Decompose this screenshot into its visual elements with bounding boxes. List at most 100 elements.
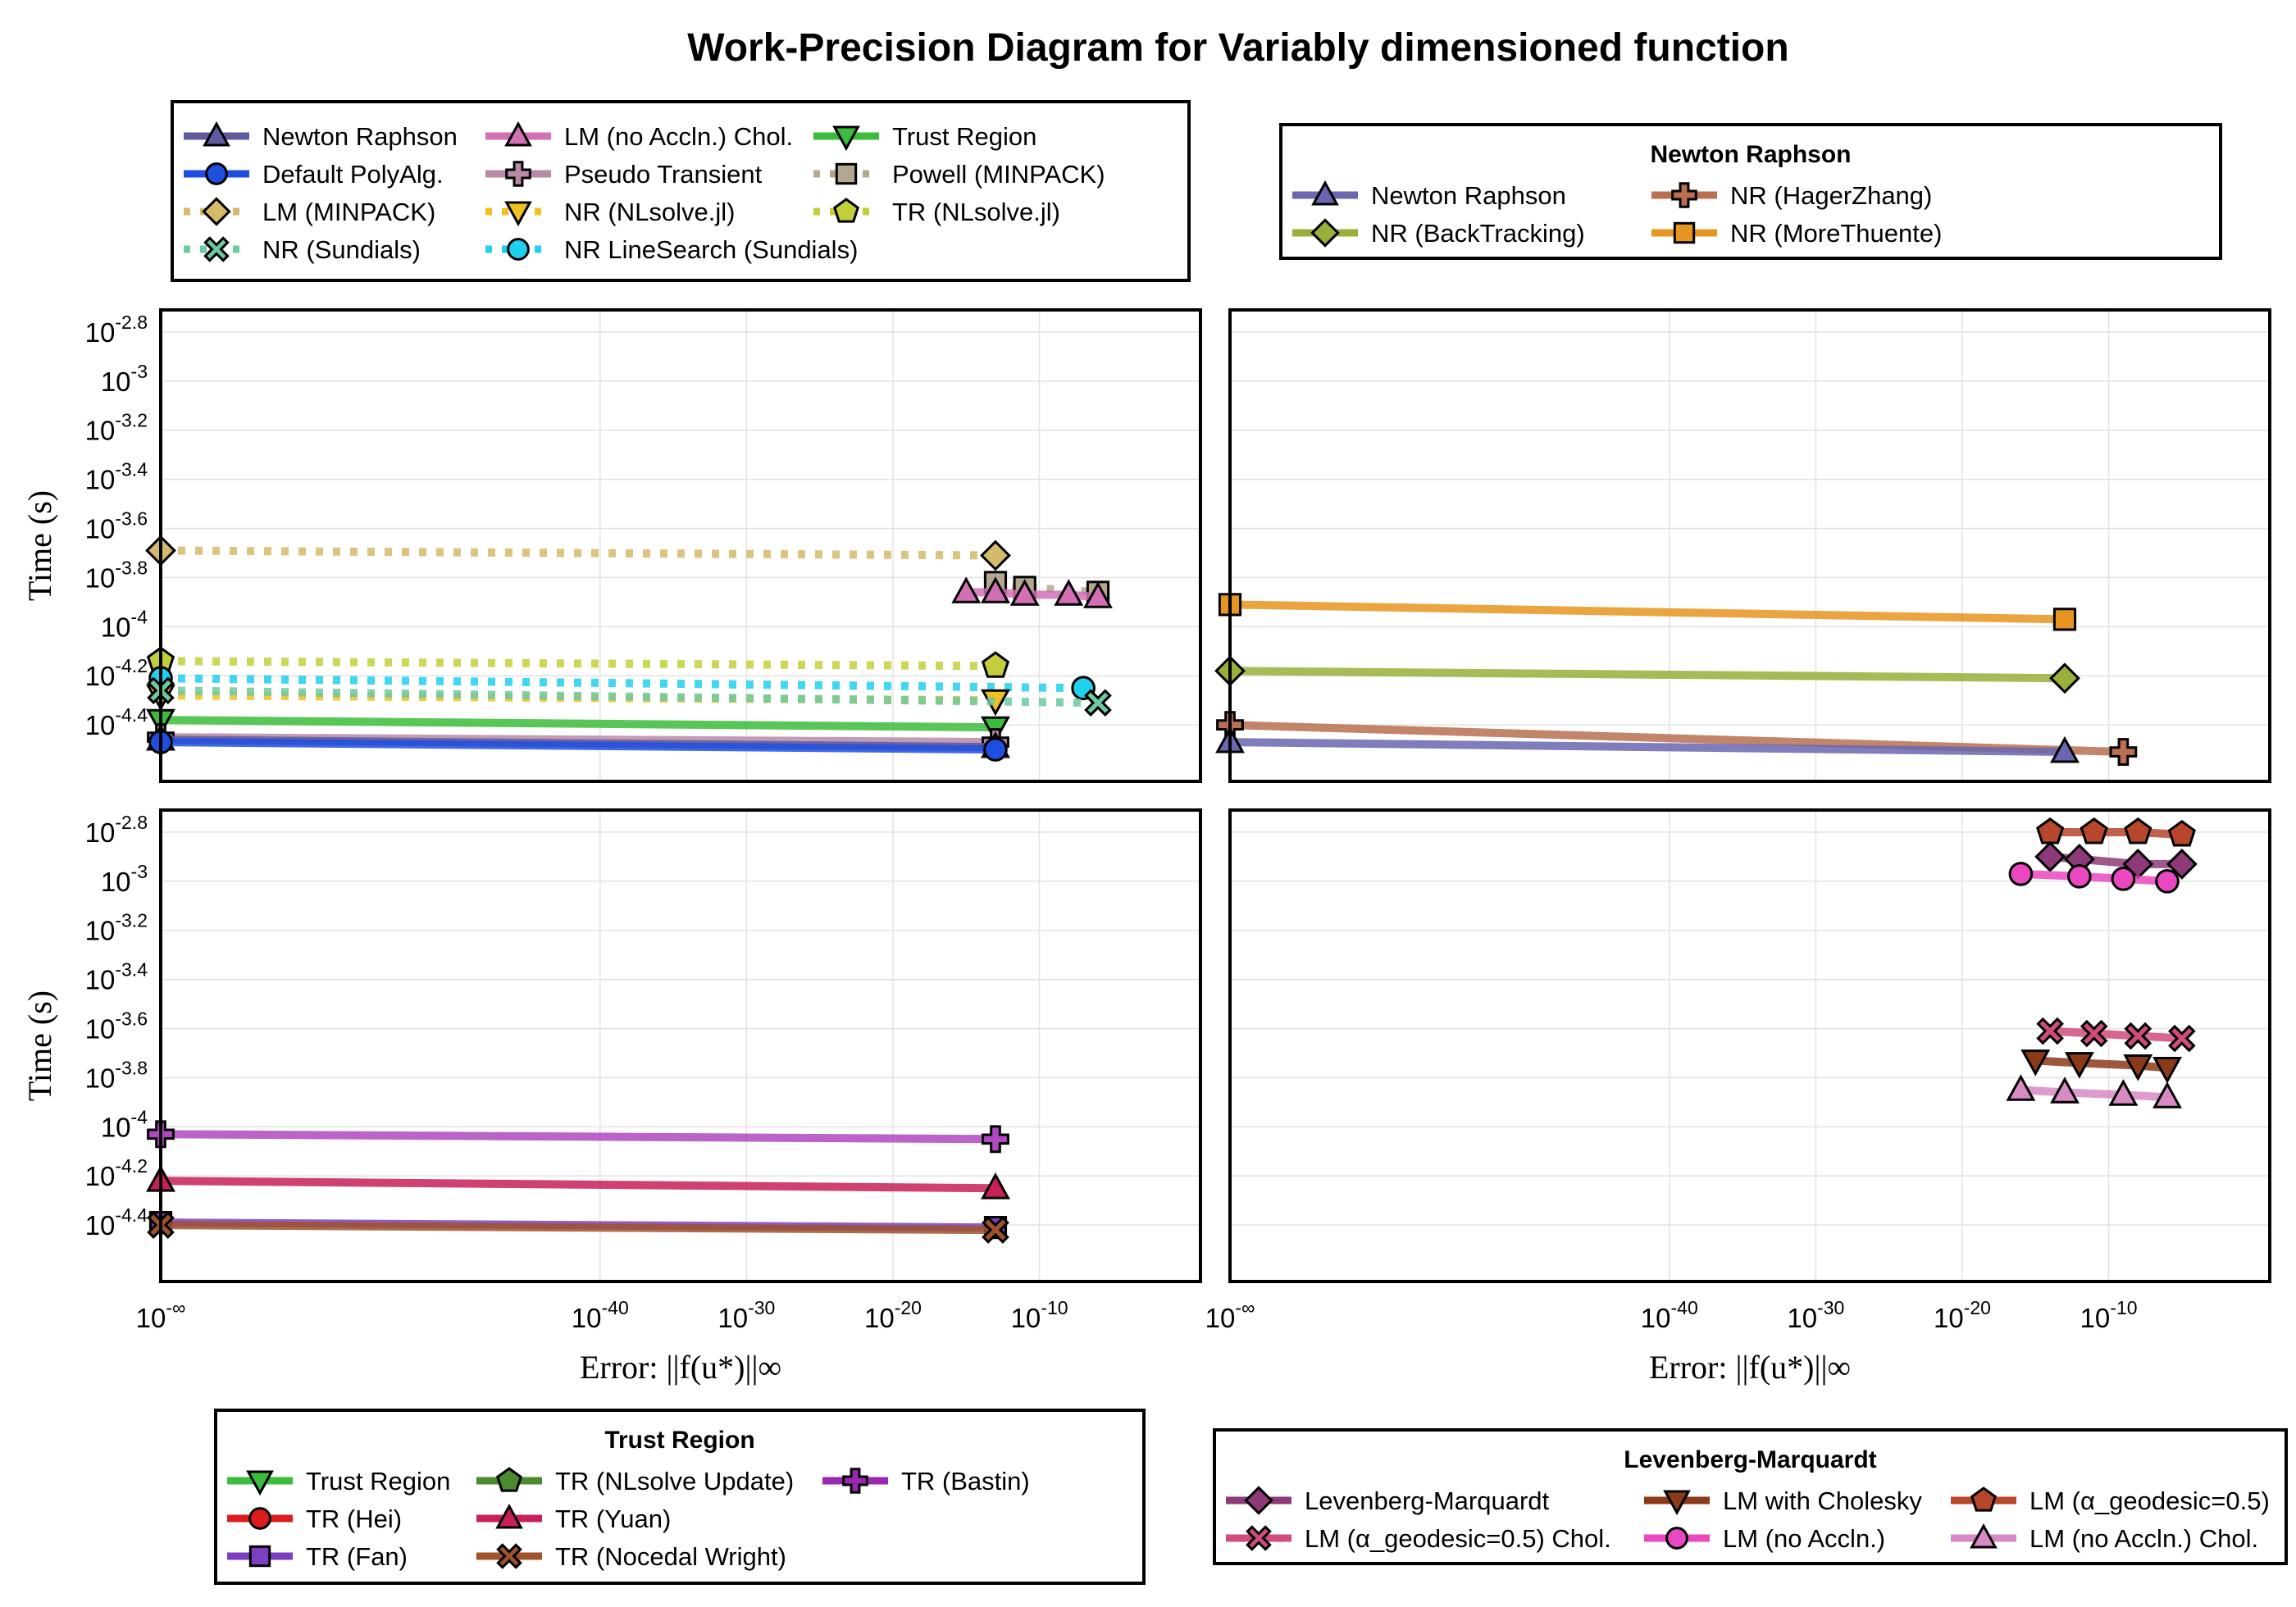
legend-swatch-marker xyxy=(1663,1490,1691,1516)
legend-label: LM with Cholesky xyxy=(1723,1486,1922,1515)
y-tick-label: 10-3 xyxy=(101,361,148,397)
data-point xyxy=(2008,862,2034,886)
legend-entry-nr-linesearch-sundials: NR LineSearch (Sundials) xyxy=(485,235,858,264)
series-line xyxy=(2020,1086,2168,1102)
legend-label: LM (MINPACK) xyxy=(262,198,435,226)
series-levenberg-marquardt xyxy=(2034,840,2198,880)
legend-entry-nr-sundials: NR (Sundials) xyxy=(184,235,421,264)
data-point xyxy=(2124,817,2152,844)
data-point xyxy=(2020,1049,2051,1077)
legend-label: LM (no Accln.) Chol. xyxy=(2029,1524,2258,1553)
legend-swatch-marker xyxy=(248,1507,271,1530)
legend-box xyxy=(1279,123,2222,260)
data-point xyxy=(951,576,982,603)
data-point xyxy=(2152,1081,2182,1109)
plot-area xyxy=(1230,310,2270,781)
legend-swatch-marker xyxy=(832,125,860,152)
gridlines xyxy=(1230,310,2270,781)
legend-label: Pseudo Transient xyxy=(564,160,763,189)
y-tick-label: 10-4.2 xyxy=(85,1155,148,1191)
plot-area xyxy=(161,810,1200,1282)
legend-trust: Trust Region Trust Region TR (Hei) TR (Fan)… xyxy=(214,1409,1146,1585)
legend-entry-tr-hei: TR (Hei) xyxy=(227,1505,402,1533)
x-tick-label: 10-20 xyxy=(1934,1297,1991,1333)
legend-entry-tr-yuan: TR (Yuan) xyxy=(476,1503,671,1533)
data-point xyxy=(982,1216,1009,1244)
legend-entry-nr-backtracking: NR (BackTracking) xyxy=(1292,218,1585,248)
legend-swatch-marker xyxy=(1246,1525,1272,1551)
series-line xyxy=(160,686,1099,708)
panel-top-right xyxy=(1214,308,2271,783)
data-point xyxy=(2124,1022,2152,1050)
legend-box xyxy=(171,100,1191,282)
series-line xyxy=(160,657,996,671)
legend-entry-powell-minpack: Powell (MINPACK) xyxy=(813,160,1105,189)
legend-entry-nr-morethuente: NR (MoreThuente) xyxy=(1651,219,1942,248)
y-tick-label: 10-3.2 xyxy=(85,410,148,446)
x-tick-label: 10-20 xyxy=(864,1297,922,1333)
y-axis-label: Time (s) xyxy=(21,490,58,601)
y-tick-label: 10-4 xyxy=(101,606,148,642)
data-point xyxy=(1084,689,1112,717)
data-point xyxy=(2111,867,2136,891)
y-tick-label: 10-3.6 xyxy=(85,1008,148,1045)
series-line xyxy=(160,546,996,560)
data-point xyxy=(983,737,1008,762)
series-lm-alpha-geodesic-0-5-chol xyxy=(2036,1017,2196,1053)
legend-box xyxy=(214,1409,1146,1585)
series-lm-minpack xyxy=(145,535,1011,571)
legend-title: Trust Region xyxy=(604,1427,754,1454)
legend-label: NR (BackTracking) xyxy=(1371,219,1585,248)
legend-entry-default-polyalg: Default PolyAlg. xyxy=(184,160,444,189)
y-tick-label: 10-4.4 xyxy=(85,704,148,740)
legend-entry-nr-hagerzhang: NR (HagerZhang) xyxy=(1651,181,1932,210)
panel-bottom-right: 10-∞ 10-40 10-30 10-20 10-10 Error: ||f(u*)||… xyxy=(1205,808,2271,1386)
legend-swatch-marker xyxy=(1310,218,1340,248)
y-tick-label: 10-3.4 xyxy=(85,459,148,495)
series-newton-raphson xyxy=(1215,726,2080,763)
data-point xyxy=(1083,581,1113,608)
legend-entry-levenberg-marquardt: Levenberg-Marquardt xyxy=(1226,1486,1550,1515)
y-tick-label: 10-3.2 xyxy=(85,910,148,946)
legend-swatch-marker xyxy=(833,198,859,223)
y-tick-label: 10-3.6 xyxy=(85,508,148,544)
y-tick-label: 10-2.8 xyxy=(85,312,148,348)
legend-swatch-marker xyxy=(1311,180,1339,206)
legend-entry-trust-region: Trust Region xyxy=(227,1467,450,1496)
legend-label: Newton Raphson xyxy=(262,122,458,151)
legend-box xyxy=(1213,1428,2288,1565)
y-tick-label: 10-3.4 xyxy=(85,959,148,995)
legend-swatch-marker xyxy=(495,1503,523,1529)
legend-entry-lm-minpack: LM (MINPACK) xyxy=(184,197,435,226)
legend-label: NR (HagerZhang) xyxy=(1730,181,1932,210)
legend-swatch-marker xyxy=(496,1467,522,1492)
legend-swatch-marker xyxy=(1244,1486,1273,1515)
data-point xyxy=(2167,819,2196,847)
legends: Newton Raphson Default PolyAlg. LM (MINPAC… xyxy=(171,100,2288,1585)
legend-entry-newton-raphson: Newton Raphson xyxy=(184,121,458,151)
legend-swatch-marker xyxy=(1671,182,1697,208)
legend-label: Levenberg-Marquardt xyxy=(1305,1486,1550,1515)
data-point xyxy=(2034,840,2066,872)
data-point xyxy=(2036,1017,2064,1045)
legend-label: LM (α_geodesic=0.5) xyxy=(2029,1486,2270,1515)
legend-entry-tr-nlsolve-jl: TR (NLsolve.jl) xyxy=(813,198,1060,226)
x-tick-label: 10-30 xyxy=(718,1297,775,1333)
panel-bottom-left: 10-2.8 10-3 10-3.2 10-3.4 10-3.6 10-3.8 10-4 10… xyxy=(21,808,1202,1386)
series-lm-alpha-geodesic-0-5 xyxy=(2036,817,2196,847)
legend-entry-lm-with-cholesky: LM with Cholesky xyxy=(1644,1486,1922,1516)
legend-swatch-marker xyxy=(246,1470,274,1496)
data-point xyxy=(2064,1052,2094,1079)
legend-entry-tr-bastin: TR (Bastin) xyxy=(822,1467,1030,1495)
series-line xyxy=(160,1221,996,1235)
legend-newton: Newton Raphson Newton Raphson NR (BackTrac… xyxy=(1279,123,2222,260)
legend-swatch-marker xyxy=(203,236,230,262)
legend-swatch-marker xyxy=(1673,221,1696,244)
plot-frame xyxy=(1228,808,2271,1283)
x-axis-label: Error: ||f(u*)||∞ xyxy=(580,1349,781,1386)
legend-entry-nr-nlsolve-jl: NR (NLsolve.jl) xyxy=(485,198,735,227)
legend-label: TR (Nocedal Wright) xyxy=(555,1542,786,1571)
data-point xyxy=(2080,817,2108,844)
y-tick-labels: 10-2.8 10-3 10-3.2 10-3.4 10-3.6 10-3.8 10-4 10… xyxy=(85,812,148,1241)
